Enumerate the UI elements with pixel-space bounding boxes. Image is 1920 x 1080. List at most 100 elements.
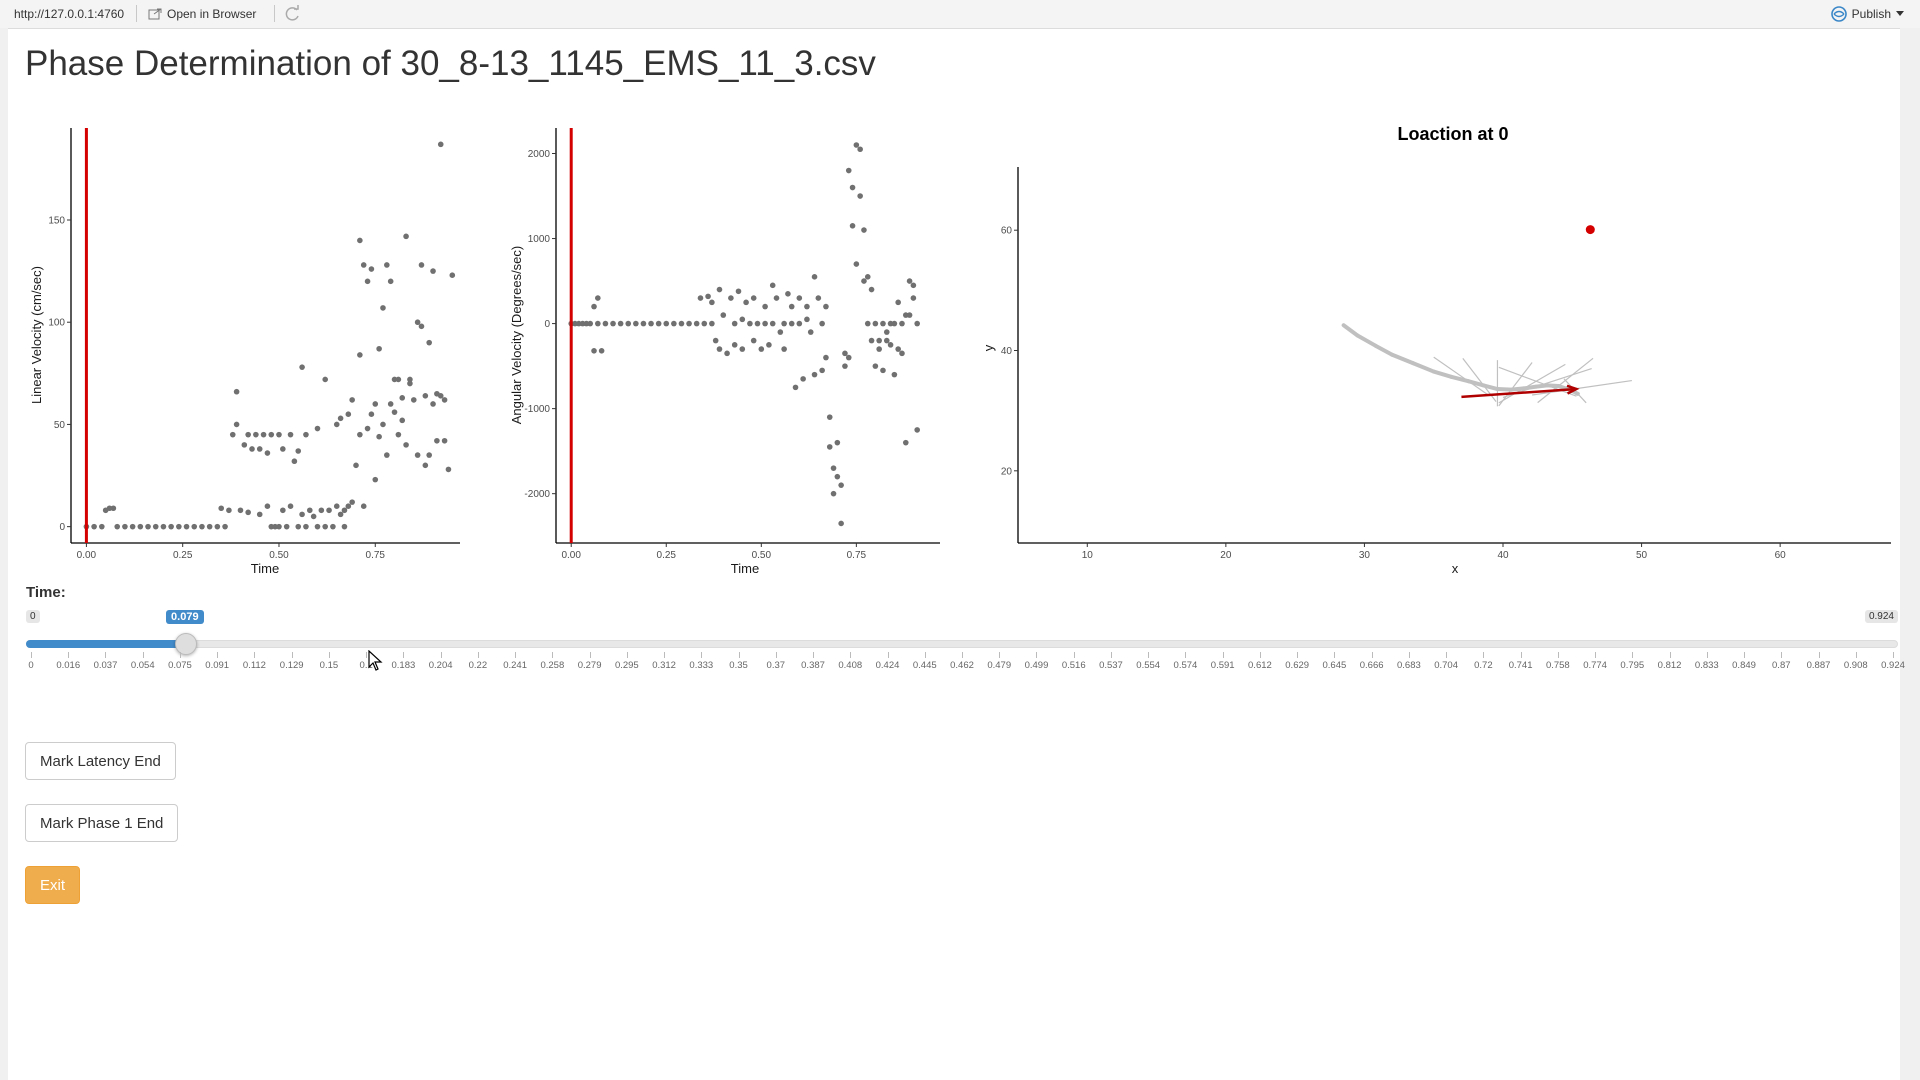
data-point bbox=[686, 320, 692, 327]
url-text: http://127.0.0.1:4760 bbox=[14, 7, 125, 21]
data-point bbox=[610, 320, 616, 327]
data-point bbox=[716, 346, 723, 352]
heading-arrow bbox=[1569, 379, 1632, 391]
data-point bbox=[595, 295, 601, 301]
data-point bbox=[422, 393, 429, 399]
time-slider-label: Time: bbox=[26, 584, 66, 601]
data-point bbox=[357, 237, 363, 244]
data-point bbox=[183, 523, 190, 530]
slider-grid-tick bbox=[328, 652, 330, 658]
slider-grid-tick bbox=[552, 652, 554, 658]
refresh-button[interactable] bbox=[282, 4, 302, 24]
y-tick-label: 2000 bbox=[528, 149, 551, 160]
slider-grid-label: 0.424 bbox=[875, 660, 900, 671]
x-tick-label: 0.75 bbox=[366, 550, 386, 561]
data-point bbox=[422, 462, 429, 469]
data-point bbox=[834, 439, 841, 446]
data-point bbox=[823, 354, 829, 361]
slider-track[interactable] bbox=[26, 640, 1898, 648]
slider-grid-label: 0.15 bbox=[319, 660, 339, 671]
data-point bbox=[883, 337, 890, 344]
data-point bbox=[137, 523, 144, 530]
data-point bbox=[410, 397, 417, 403]
data-point bbox=[341, 523, 348, 530]
data-point bbox=[758, 346, 765, 352]
mark-latency-end-button[interactable]: Mark Latency End bbox=[25, 742, 176, 780]
heading-arrow bbox=[1468, 380, 1490, 397]
data-point bbox=[906, 312, 913, 318]
slider-grid-label: 0.87 bbox=[1772, 660, 1791, 671]
data-point bbox=[857, 193, 863, 199]
mark-phase-1-end-button[interactable]: Mark Phase 1 End bbox=[25, 804, 179, 842]
data-point bbox=[168, 523, 174, 530]
data-point bbox=[337, 415, 344, 422]
trajectory-segment bbox=[1390, 352, 1415, 366]
slider-grid-tick bbox=[1893, 652, 1894, 658]
data-point bbox=[914, 427, 920, 433]
data-point bbox=[341, 507, 348, 514]
refresh-icon bbox=[285, 5, 299, 21]
publish-label: Publish bbox=[1851, 7, 1891, 21]
slider-grid-label: 0.112 bbox=[242, 660, 266, 671]
time-slider[interactable]: 0 0.924 0.079 0 0.016 0.037 0.054 0.075 0.091… bbox=[26, 608, 1905, 678]
trajectory-segment bbox=[1449, 374, 1471, 384]
slider-grid-label: 0.591 bbox=[1210, 660, 1235, 671]
data-point bbox=[314, 523, 321, 530]
page-title: Phase Determination of 30_8-13_1145_EMS_… bbox=[25, 44, 876, 83]
data-point bbox=[414, 319, 421, 326]
data-point bbox=[256, 446, 263, 452]
data-point bbox=[773, 295, 780, 301]
data-point bbox=[781, 346, 787, 352]
data-point bbox=[735, 288, 742, 295]
data-point bbox=[819, 367, 825, 374]
current-heading-arrowhead bbox=[1566, 384, 1580, 395]
publish-button[interactable]: Publish bbox=[1830, 4, 1904, 24]
data-point bbox=[906, 278, 913, 284]
data-point bbox=[845, 167, 852, 174]
heading-arrow bbox=[1536, 367, 1592, 388]
slider-grid-tick bbox=[1148, 652, 1150, 658]
heading-arrow bbox=[1558, 357, 1594, 387]
data-point bbox=[395, 431, 402, 438]
data-point bbox=[241, 442, 248, 448]
data-point bbox=[306, 507, 313, 514]
exit-button[interactable]: Exit bbox=[25, 866, 81, 904]
data-point bbox=[891, 371, 898, 378]
slider-grid-label: 0.908 bbox=[1843, 660, 1868, 671]
slider-grid-label: 0.1 bbox=[359, 660, 373, 671]
data-point bbox=[807, 329, 814, 335]
slider-handle[interactable] bbox=[175, 633, 198, 655]
data-point bbox=[191, 523, 198, 530]
data-point bbox=[357, 431, 363, 438]
slider-grid-tick bbox=[738, 652, 740, 658]
data-point bbox=[199, 523, 205, 530]
y-axis-title: y bbox=[981, 344, 996, 351]
x-tick-label: 0.50 bbox=[752, 550, 772, 561]
trajectory-segment bbox=[1431, 369, 1454, 379]
x-tick-label: 0.25 bbox=[173, 550, 193, 561]
data-point bbox=[724, 350, 730, 357]
slider-grid-tick bbox=[626, 652, 628, 658]
slider-grid-label: 0.645 bbox=[1322, 660, 1347, 671]
slider-grid-label: 0.241 bbox=[503, 660, 527, 671]
data-point bbox=[430, 268, 436, 274]
data-point bbox=[260, 431, 267, 438]
data-point bbox=[345, 503, 352, 510]
slider-grid-tick bbox=[1036, 652, 1038, 658]
data-point bbox=[268, 431, 275, 438]
slider-grid-tick bbox=[1744, 652, 1746, 658]
slider-grid-tick bbox=[515, 652, 517, 658]
data-point bbox=[399, 417, 406, 424]
data-point bbox=[276, 431, 282, 438]
data-point bbox=[849, 222, 856, 229]
open-in-browser-button[interactable]: Open in Browser bbox=[148, 4, 256, 24]
slider-grid-label: 0.037 bbox=[93, 660, 118, 671]
slider-grid-tick bbox=[179, 652, 181, 658]
data-point bbox=[762, 303, 768, 310]
data-point bbox=[357, 352, 363, 358]
x-tick-label: 0.00 bbox=[77, 550, 97, 561]
data-point bbox=[602, 320, 609, 327]
data-point bbox=[303, 523, 309, 530]
slider-grid-tick bbox=[962, 652, 963, 658]
slider-grid-label: 0.333 bbox=[689, 660, 714, 671]
